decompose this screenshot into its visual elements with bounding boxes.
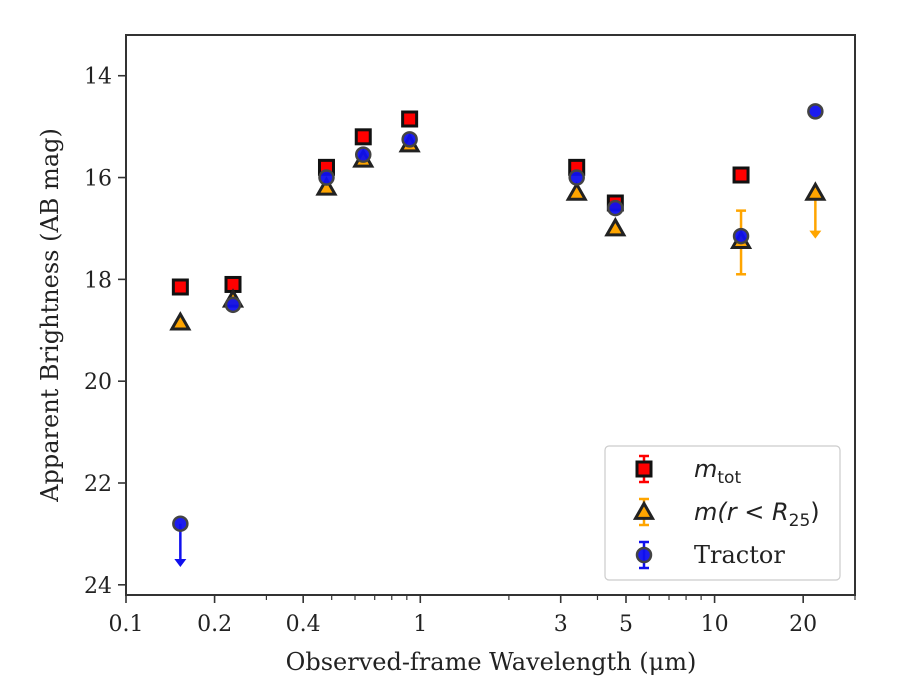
circle-marker	[607, 199, 624, 217]
data-point	[401, 110, 419, 128]
series-square-points	[171, 110, 750, 296]
x-axis-ticks: 0.1 0.2 0.4 1 3 5 10 20	[109, 595, 856, 637]
circle-marker	[807, 103, 824, 120]
legend-label: mtot	[694, 455, 741, 488]
plot-area-border	[125, 34, 856, 596]
data-point	[732, 227, 750, 245]
legend-label: Tractor	[694, 541, 785, 569]
legend-label-subscript: 25	[789, 511, 811, 531]
legend-label-subscript: tot	[717, 468, 741, 488]
triangle-marker	[565, 181, 588, 201]
data-point	[607, 199, 624, 217]
triangle-marker	[632, 500, 656, 520]
square-marker	[732, 166, 750, 184]
data-point	[318, 169, 335, 186]
legend: mtot m(r < R25) Tractor	[604, 445, 841, 581]
y-tick-label: 22	[84, 472, 112, 497]
legend-label-main: m	[694, 455, 717, 483]
series-circle-points	[172, 103, 824, 567]
y-tick-label: 20	[84, 370, 112, 395]
x-tick-label: 10	[701, 612, 729, 637]
y-tick-label: 24	[84, 574, 112, 599]
legend-entry: m(r < R25)	[632, 497, 820, 531]
data-point	[565, 181, 588, 201]
data-point	[604, 216, 627, 237]
data-point	[171, 278, 189, 296]
data-point	[169, 311, 192, 331]
circle-marker	[635, 546, 653, 564]
x-tick-label: 20	[789, 612, 817, 637]
y-axis-ticks: 14 16 18 20 22 24	[84, 65, 126, 599]
y-tick-label: 18	[84, 268, 112, 293]
legend-label-main: m(r < R	[694, 498, 789, 526]
data-point	[354, 128, 372, 146]
data-point	[315, 176, 338, 196]
circle-marker	[355, 146, 372, 163]
triangle-marker	[315, 176, 338, 196]
square-marker	[354, 128, 372, 146]
data-point	[401, 131, 418, 148]
x-tick-label: 3	[554, 612, 568, 637]
x-tick-label: 0.1	[109, 612, 144, 637]
upper-limit-arrowhead	[174, 559, 187, 567]
circle-marker	[732, 227, 750, 245]
square-marker	[635, 460, 653, 478]
square-marker	[401, 110, 419, 128]
data-point	[807, 103, 824, 120]
x-axis-label: Observed-frame Wavelength (μm)	[286, 648, 697, 676]
data-point	[224, 296, 242, 314]
x-tick-label: 1	[413, 612, 427, 637]
circle-marker	[318, 169, 335, 186]
y-tick-label: 16	[84, 167, 112, 192]
square-marker	[171, 278, 189, 296]
data-point	[568, 169, 585, 186]
plot-frame	[125, 34, 856, 596]
circle-marker	[224, 296, 242, 314]
series-triangle-points	[169, 132, 827, 331]
legend-entry: Tractor	[635, 540, 785, 570]
legend-label: m(r < R25)	[694, 498, 820, 531]
data-point	[172, 515, 189, 567]
circle-marker	[172, 515, 189, 532]
x-tick-label: 0.4	[286, 612, 321, 637]
data-point	[804, 181, 827, 239]
legend-label-tail: )	[810, 498, 819, 526]
legend-entry: mtot	[635, 454, 741, 488]
upper-limit-arrowhead	[809, 230, 822, 239]
x-tick-label: 0.2	[197, 612, 232, 637]
data-point	[732, 166, 750, 184]
triangle-marker	[169, 311, 192, 331]
y-axis-label: Apparent Brightness (AB mag)	[36, 128, 64, 503]
data-point	[355, 146, 372, 163]
y-tick-label: 14	[84, 65, 112, 90]
triangle-marker	[604, 216, 627, 237]
circle-marker	[568, 169, 585, 186]
data-points	[169, 103, 827, 567]
triangle-marker	[804, 181, 827, 201]
x-tick-label: 5	[619, 612, 633, 637]
legend-box	[604, 445, 841, 581]
circle-marker	[401, 131, 418, 148]
